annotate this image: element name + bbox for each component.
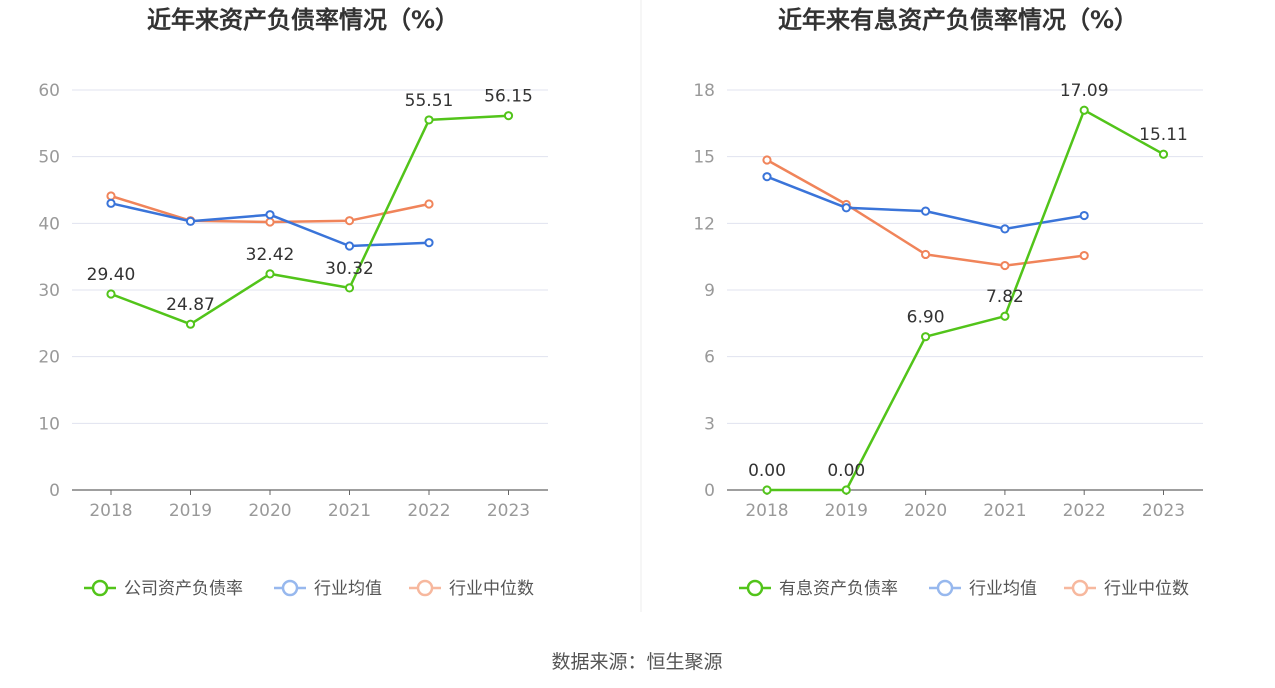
data-label: 17.09 [1060,81,1109,101]
data-point [503,111,514,121]
data-point [921,206,931,216]
y-tick-label: 40 [38,214,60,234]
data-label: 6.90 [907,308,945,328]
data-label: 0.00 [748,461,786,481]
x-tick-label: 2019 [169,501,212,521]
y-tick-label: 10 [38,414,60,434]
data-point [1000,311,1010,321]
chart-title: 近年来有息资产负债率情况（%） [778,6,1138,34]
chart-debt-ratio: 近年来资产负债率情况（%） 0 10 20 30 40 50 60 2018 2019 2020 20… [38,6,548,599]
data-point [1000,224,1010,234]
data-label: 0.00 [827,461,865,481]
x-tick-label: 2018 [89,501,132,521]
x-tick-label: 2023 [487,501,530,521]
data-point [424,199,434,209]
legend-label: 行业均值 [314,579,382,599]
data-point [344,216,355,226]
series-line [766,175,1085,231]
data-point [106,198,116,208]
y-tick-label: 0 [704,481,715,501]
legend-marker [936,579,954,597]
y-tick-label: 0 [49,481,60,501]
data-point [265,217,275,227]
y-tick-label: 15 [693,148,715,168]
data-point [921,332,931,342]
data-point [1158,149,1169,159]
data-point [265,210,275,220]
legend-marker [1071,579,1089,597]
data-point [185,319,196,329]
x-tick-label: 2022 [407,501,450,521]
data-label: 30.32 [325,259,374,279]
y-tick-label: 12 [693,214,715,234]
data-point [762,485,772,495]
data-point [265,269,275,279]
x-tick-label: 2019 [825,501,868,521]
data-point [762,172,772,182]
chart-title: 近年来资产负债率情况（%） [147,6,459,34]
data-point [1079,250,1089,261]
data-source-note: 数据来源：恒生聚源 [551,651,722,673]
data-point [424,238,434,248]
data-point [185,216,196,226]
y-tick-label: 60 [38,81,60,101]
series-line [767,108,1165,492]
chart-interest-debt-ratio: 近年来有息资产负债率情况（%） 0 3 6 9 12 15 18 2018 2019 2020 202… [693,6,1203,599]
data-label: 15.11 [1139,125,1188,145]
y-tick-label: 9 [704,281,715,301]
y-tick-label: 30 [38,281,60,301]
x-tick-label: 2020 [248,501,291,521]
x-tick-label: 2018 [745,501,788,521]
data-point [841,203,851,213]
legend-marker [746,579,764,597]
legend-label: 行业中位数 [449,579,534,599]
data-label: 56.15 [484,87,533,107]
legend-marker [281,579,299,597]
legend-label: 公司资产负债率 [124,579,243,599]
data-label: 7.82 [986,287,1024,307]
data-point [344,283,355,293]
legend-label: 行业中位数 [1104,579,1189,599]
y-tick-label: 6 [704,348,715,368]
y-tick-label: 50 [38,148,60,168]
series-line [110,114,509,326]
data-label: 29.40 [87,265,136,285]
legend-label: 行业均值 [969,579,1037,599]
legend-marker [91,579,109,597]
x-tick-label: 2022 [1063,501,1106,521]
data-point [424,115,434,125]
data-point [106,191,116,201]
data-point [1079,105,1089,115]
legend-marker [416,579,434,597]
data-point [762,155,772,165]
y-tick-label: 18 [693,81,715,101]
data-point [1000,260,1010,271]
x-tick-label: 2021 [328,501,371,521]
x-tick-label: 2020 [904,501,947,521]
data-point [841,485,851,495]
data-label: 55.51 [405,91,454,111]
data-point [106,289,116,299]
x-tick-label: 2023 [1142,501,1185,521]
y-tick-label: 20 [38,348,60,368]
legend-label: 有息资产负债率 [779,579,898,599]
x-tick-label: 2021 [983,501,1026,521]
data-point [921,249,931,260]
data-label: 32.42 [246,245,295,265]
data-label: 24.87 [166,295,215,315]
data-point [344,241,355,251]
y-tick-label: 3 [704,414,715,434]
data-point [1079,210,1089,221]
